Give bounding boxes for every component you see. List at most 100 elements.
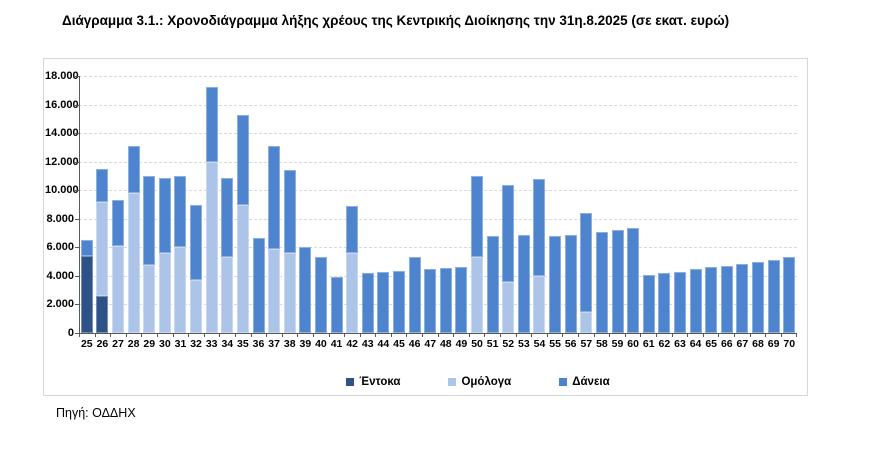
x-axis-label: 36 bbox=[252, 338, 265, 350]
bar-slot-34 bbox=[219, 76, 235, 333]
x-axis-label: 29 bbox=[143, 338, 156, 350]
bar-segment bbox=[190, 280, 203, 333]
bar-stack-29 bbox=[143, 175, 156, 333]
x-axis-tick bbox=[454, 334, 470, 337]
source-note: Πηγή: ΟΔΔΗΧ bbox=[56, 406, 136, 420]
x-axis-label: 58 bbox=[596, 338, 608, 350]
x-axis-tick bbox=[267, 334, 283, 337]
legend-label: Ομόλογα bbox=[461, 376, 512, 388]
x-axis-label: 31 bbox=[174, 338, 187, 350]
bar-slot-69 bbox=[766, 76, 782, 333]
bar-segment bbox=[283, 253, 296, 333]
y-axis-label: 18.000 bbox=[45, 70, 79, 82]
x-axis-label: 62 bbox=[658, 338, 671, 350]
y-axis-tick bbox=[75, 76, 79, 77]
x-axis-tick bbox=[96, 334, 112, 337]
bar-segment bbox=[221, 178, 234, 258]
bar-stack-33 bbox=[205, 86, 218, 333]
y-axis-line bbox=[79, 76, 80, 334]
x-axis-tick bbox=[314, 334, 330, 337]
x-axis-tick bbox=[439, 334, 455, 337]
x-axis-label: 67 bbox=[736, 338, 749, 350]
bar-segment bbox=[502, 281, 515, 333]
bar-segment bbox=[533, 275, 546, 333]
x-axis-tick bbox=[111, 334, 127, 337]
bar-stack-59 bbox=[611, 230, 624, 333]
legend-item: Ομόλογα bbox=[448, 376, 511, 388]
bar-segment bbox=[96, 295, 109, 333]
bar-stack-50 bbox=[471, 175, 484, 333]
x-axis-label: 39 bbox=[299, 338, 312, 350]
bar-segment bbox=[549, 235, 562, 333]
bar-slot-27 bbox=[110, 76, 126, 333]
x-axis-tick bbox=[470, 334, 486, 337]
gridline bbox=[79, 304, 797, 306]
bar-stack-37 bbox=[268, 145, 281, 333]
bar-slot-49 bbox=[454, 76, 470, 333]
bar-segment bbox=[580, 311, 593, 333]
bar-stack-70 bbox=[783, 257, 796, 333]
bar-slot-65 bbox=[703, 76, 719, 333]
x-axis-label: 28 bbox=[127, 338, 140, 350]
bar-slot-29 bbox=[141, 76, 157, 333]
bar-slot-47 bbox=[422, 76, 438, 333]
bar-stack-62 bbox=[658, 273, 671, 333]
bar-stack-31 bbox=[174, 175, 187, 333]
y-axis-tick bbox=[75, 333, 79, 334]
bar-slot-43 bbox=[360, 76, 376, 333]
bar-segment bbox=[314, 257, 327, 333]
bar-stack-65 bbox=[705, 267, 718, 333]
x-axis-label: 54 bbox=[533, 338, 546, 350]
bar-stack-44 bbox=[377, 271, 390, 333]
bar-segment bbox=[736, 263, 749, 333]
bar-segment bbox=[330, 276, 343, 333]
bar-segment bbox=[471, 175, 484, 257]
x-axis-tick bbox=[532, 334, 548, 337]
bar-slot-58 bbox=[594, 76, 610, 333]
bar-stack-36 bbox=[252, 238, 265, 333]
x-axis-line bbox=[79, 333, 797, 334]
bar-slot-50 bbox=[469, 76, 485, 333]
x-axis-tick bbox=[673, 334, 689, 337]
bar-stack-57 bbox=[580, 213, 593, 333]
y-axis-label: 12.000 bbox=[45, 155, 79, 168]
x-axis-ticks bbox=[79, 334, 798, 337]
x-axis-tick bbox=[610, 334, 626, 337]
bar-segment bbox=[174, 175, 187, 248]
x-axis-tick bbox=[127, 334, 143, 337]
bar-segment bbox=[236, 205, 249, 333]
gridline bbox=[79, 161, 797, 163]
bar-stack-27 bbox=[112, 200, 125, 333]
x-axis-tick bbox=[361, 334, 377, 337]
bar-stack-32 bbox=[190, 204, 203, 333]
bar-stack-25 bbox=[80, 239, 93, 333]
bar-segment bbox=[96, 201, 109, 296]
bar-stack-35 bbox=[236, 114, 249, 333]
y-axis-label: 0 bbox=[67, 327, 74, 339]
bar-slot-32 bbox=[188, 76, 204, 333]
bar-slot-57 bbox=[579, 76, 595, 333]
legend-label: Δάνεια bbox=[572, 376, 610, 388]
x-axis-tick bbox=[205, 334, 221, 337]
x-axis-label: 30 bbox=[159, 338, 171, 350]
x-axis-tick bbox=[641, 334, 657, 337]
x-axis-tick bbox=[751, 334, 767, 337]
bar-stack-63 bbox=[673, 271, 686, 333]
bar-stack-53 bbox=[517, 235, 530, 333]
bar-segment bbox=[112, 200, 125, 246]
bar-segment bbox=[127, 193, 140, 333]
bar-segment bbox=[268, 248, 281, 333]
bar-stack-64 bbox=[689, 269, 702, 333]
x-axis-label: 59 bbox=[611, 338, 624, 350]
bar-stack-60 bbox=[627, 228, 640, 333]
y-axis-tick bbox=[75, 104, 79, 106]
x-axis-label: 33 bbox=[205, 338, 218, 350]
y-axis-label: 8.000 bbox=[46, 212, 74, 225]
bar-slot-40 bbox=[313, 76, 329, 333]
x-axis-tick bbox=[407, 334, 424, 337]
bar-stack-30 bbox=[158, 178, 171, 333]
x-axis-tick bbox=[252, 334, 268, 337]
bar-stack-48 bbox=[439, 268, 452, 333]
x-axis-tick bbox=[626, 334, 642, 337]
